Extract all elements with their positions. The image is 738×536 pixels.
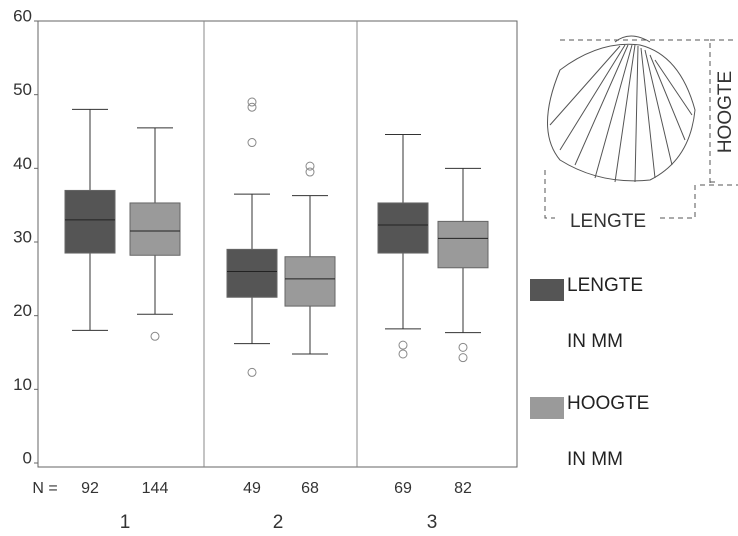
x-tick-label: 2 [273, 512, 284, 533]
x-tick-label: 1 [120, 512, 131, 533]
y-tick-label: 50 [13, 80, 32, 99]
outlier [458, 342, 468, 352]
illustration-height-label: HOOGTE [715, 71, 736, 153]
n-value: 69 [394, 480, 412, 497]
legend-swatch [530, 279, 564, 301]
y-tick-label: 40 [13, 154, 32, 173]
outlier [247, 138, 257, 148]
legend-label: HOOGTE IN MM [567, 393, 650, 470]
y-tick-label: 30 [13, 227, 32, 246]
outlier [247, 102, 257, 112]
y-tick-label: 60 [13, 6, 32, 25]
outlier [305, 161, 315, 171]
y-tick-label: 10 [13, 375, 32, 394]
outlier [458, 353, 468, 363]
y-tick-label: 20 [13, 301, 32, 320]
y-tick-label: 0 [23, 448, 32, 467]
box [284, 256, 336, 307]
box [64, 189, 116, 254]
outlier [398, 349, 408, 359]
legend-label: LENGTE IN MM [567, 275, 644, 352]
x-tick-label: 3 [427, 512, 438, 533]
n-value: 68 [301, 480, 319, 497]
n-value: 49 [243, 480, 261, 497]
legend-swatch [530, 397, 564, 419]
box [377, 202, 429, 254]
outlier [247, 367, 257, 377]
n-value: 92 [81, 480, 99, 497]
illustration-width-label: LENGTE [570, 211, 646, 232]
outlier [247, 97, 257, 107]
n-value: 82 [454, 480, 472, 497]
plot-frame [37, 20, 518, 468]
box [129, 202, 181, 256]
n-value: 144 [142, 480, 169, 497]
outlier [398, 340, 408, 350]
outlier [150, 331, 160, 341]
box [437, 220, 489, 269]
box [226, 248, 278, 298]
shell-illustration [544, 35, 738, 219]
outlier [305, 167, 315, 177]
n-label: N = [32, 480, 57, 497]
